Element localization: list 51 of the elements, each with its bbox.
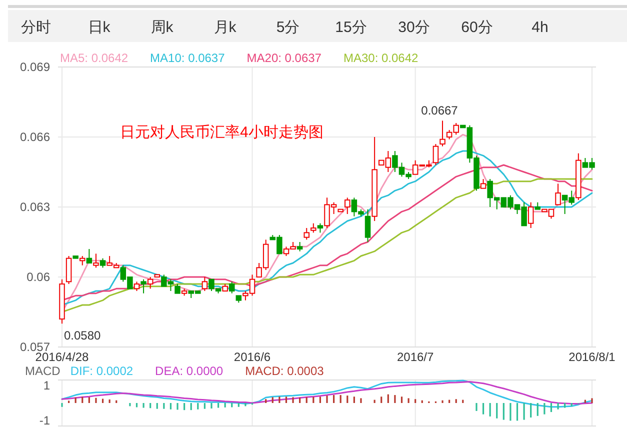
candlestick <box>86 248 92 264</box>
candlestick <box>147 276 154 290</box>
annotation: 日元对人民币汇率4小时走势图 <box>120 124 324 141</box>
y-tick-label: 1 <box>43 378 50 392</box>
candlestick <box>134 281 140 292</box>
candlestick <box>174 284 180 294</box>
y-tick-label: 0.06 <box>26 270 50 284</box>
candlestick <box>202 276 208 292</box>
candlestick <box>528 202 534 228</box>
text: 60分 <box>461 19 493 36</box>
series-label: DIF: 0.0002 <box>70 364 134 378</box>
candlestick <box>317 222 324 234</box>
y-tick-label: -1 <box>39 414 50 428</box>
series-label: DEA: 0.0000 <box>155 364 224 378</box>
text: 分时 <box>21 19 51 36</box>
y-tick-label: 0.069 <box>20 60 50 74</box>
candlestick <box>66 256 72 284</box>
text: MA5: 0.0642 <box>60 51 128 65</box>
candlestick <box>344 197 350 214</box>
text: 5分 <box>276 19 300 36</box>
x-tick-label: 2016/6 <box>234 350 271 364</box>
candlestick <box>480 178 486 189</box>
y-tick-label: 0.063 <box>20 200 50 214</box>
annotation: 0.0667 <box>421 104 458 118</box>
y-tick-label: 0.066 <box>20 130 50 144</box>
candlestick <box>440 120 446 147</box>
x-tick-label: 2016/7 <box>396 350 434 364</box>
candlestick <box>310 222 316 234</box>
candlestick <box>304 228 310 240</box>
text: 30分 <box>398 19 430 36</box>
series-label: MACD: 0.0003 <box>245 364 324 378</box>
text: MA20: 0.0637 <box>246 51 322 65</box>
candlestick <box>80 256 86 266</box>
candlestick <box>140 278 146 294</box>
candlestick <box>555 183 561 206</box>
candlestick <box>100 258 106 268</box>
annotation: 0.0580 <box>64 328 102 343</box>
text: MA30: 0.0642 <box>343 51 419 65</box>
text: 4h <box>532 19 548 36</box>
x-tick-label: 2016/8/1 <box>568 350 616 364</box>
text: 周k <box>150 19 174 36</box>
text: MA10: 0.0637 <box>150 51 226 65</box>
text: 月k <box>214 19 237 36</box>
candlestick <box>228 281 235 294</box>
candlestick <box>432 144 439 166</box>
text: 日k <box>88 19 111 36</box>
candlestick <box>296 242 303 252</box>
candlestick <box>93 253 99 268</box>
text: 15分 <box>335 19 367 36</box>
chart-title: MACD <box>25 364 61 378</box>
candlestick <box>364 208 371 242</box>
